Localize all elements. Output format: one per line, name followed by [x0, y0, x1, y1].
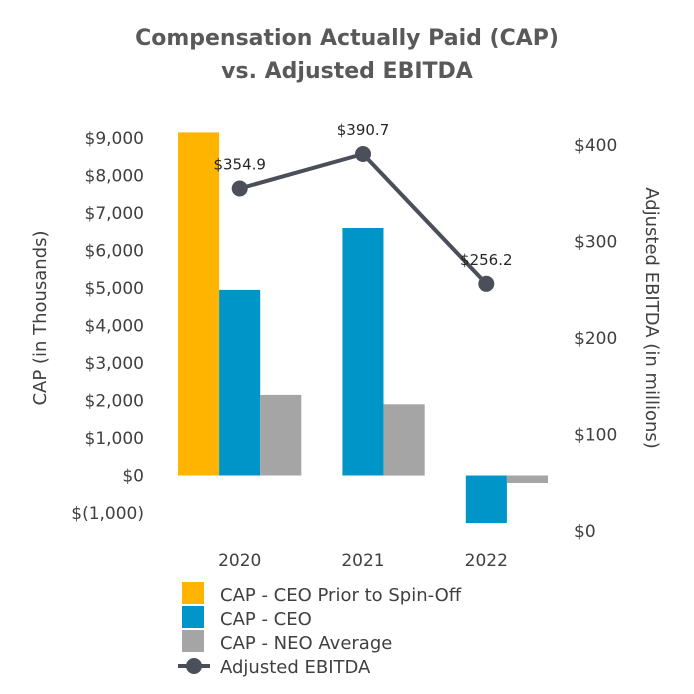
y-tick-label: $9,000: [85, 129, 144, 149]
bar-2-2020: [260, 394, 302, 476]
line-marks: $354.9 $390.7 $256.2: [213, 121, 513, 292]
x-tick-label: 2020: [218, 551, 261, 571]
ebitda-point: [231, 180, 248, 197]
ebitda-data-label: $256.2: [460, 251, 513, 269]
bar-2-2022: [506, 475, 548, 483]
y-axis-ticks: $(1,000) $0 $1,000 $2,000 $3,000 $4,000 $5,000…: [71, 129, 144, 524]
legend-swatch: [182, 630, 204, 652]
ebitda-point: [355, 146, 371, 162]
x-tick-label: 2021: [341, 551, 384, 571]
y-tick-label: $6,000: [85, 242, 144, 262]
legend-label: CAP - NEO Average: [220, 633, 392, 654]
ebitda-point: [478, 275, 495, 292]
y-tick-label: $4,000: [85, 317, 144, 337]
legend-swatch: [182, 606, 204, 628]
bar-0-2020: [178, 132, 220, 476]
y2-axis-ticks: $0 $100 $200 $300 $400: [574, 136, 617, 542]
y-tick-label: $5,000: [85, 279, 144, 299]
y-tick-label: $8,000: [85, 167, 144, 187]
y-tick-label: $1,000: [85, 429, 144, 449]
y-tick-label: $2,000: [85, 392, 144, 412]
y2-axis-title: Adjusted EBITDA (in millions): [641, 187, 662, 449]
y2-tick-label: $300: [574, 233, 617, 253]
y-tick-label: $(1,000): [71, 504, 144, 524]
legend-swatch: [182, 582, 204, 604]
chart-title-line-1: Compensation Actually Paid (CAP): [135, 26, 559, 51]
y-tick-label: $7,000: [85, 204, 144, 224]
x-axis-ticks: 2020 2021 2022: [218, 551, 508, 571]
y2-tick-label: $400: [574, 136, 617, 156]
y-axis-title: CAP (in Thousands): [30, 230, 51, 405]
bar-1-2021: [342, 228, 384, 476]
legend-label: CAP - CEO Prior to Spin-Off: [220, 585, 462, 606]
y2-tick-label: $0: [574, 522, 596, 542]
bar-1-2022: [465, 475, 507, 524]
bar-2-2021: [383, 404, 425, 476]
ebitda-data-label: $390.7: [337, 121, 390, 139]
y2-tick-label: $200: [574, 329, 617, 349]
y-tick-label: $3,000: [85, 354, 144, 374]
y2-tick-label: $100: [574, 426, 617, 446]
legend-label: Adjusted EBITDA: [220, 657, 371, 678]
y-tick-label: $0: [122, 467, 144, 487]
legend-marker: [186, 658, 202, 674]
bar-marks: [178, 132, 548, 524]
x-tick-label: 2022: [465, 551, 508, 571]
ebitda-data-label: $354.9: [213, 156, 266, 174]
chart-title-line-2: vs. Adjusted EBITDA: [221, 59, 473, 84]
legend: CAP - CEO Prior to Spin-Off CAP - CEO CAP …: [178, 582, 462, 678]
legend-label: CAP - CEO: [220, 609, 312, 630]
bar-1-2020: [219, 289, 261, 476]
